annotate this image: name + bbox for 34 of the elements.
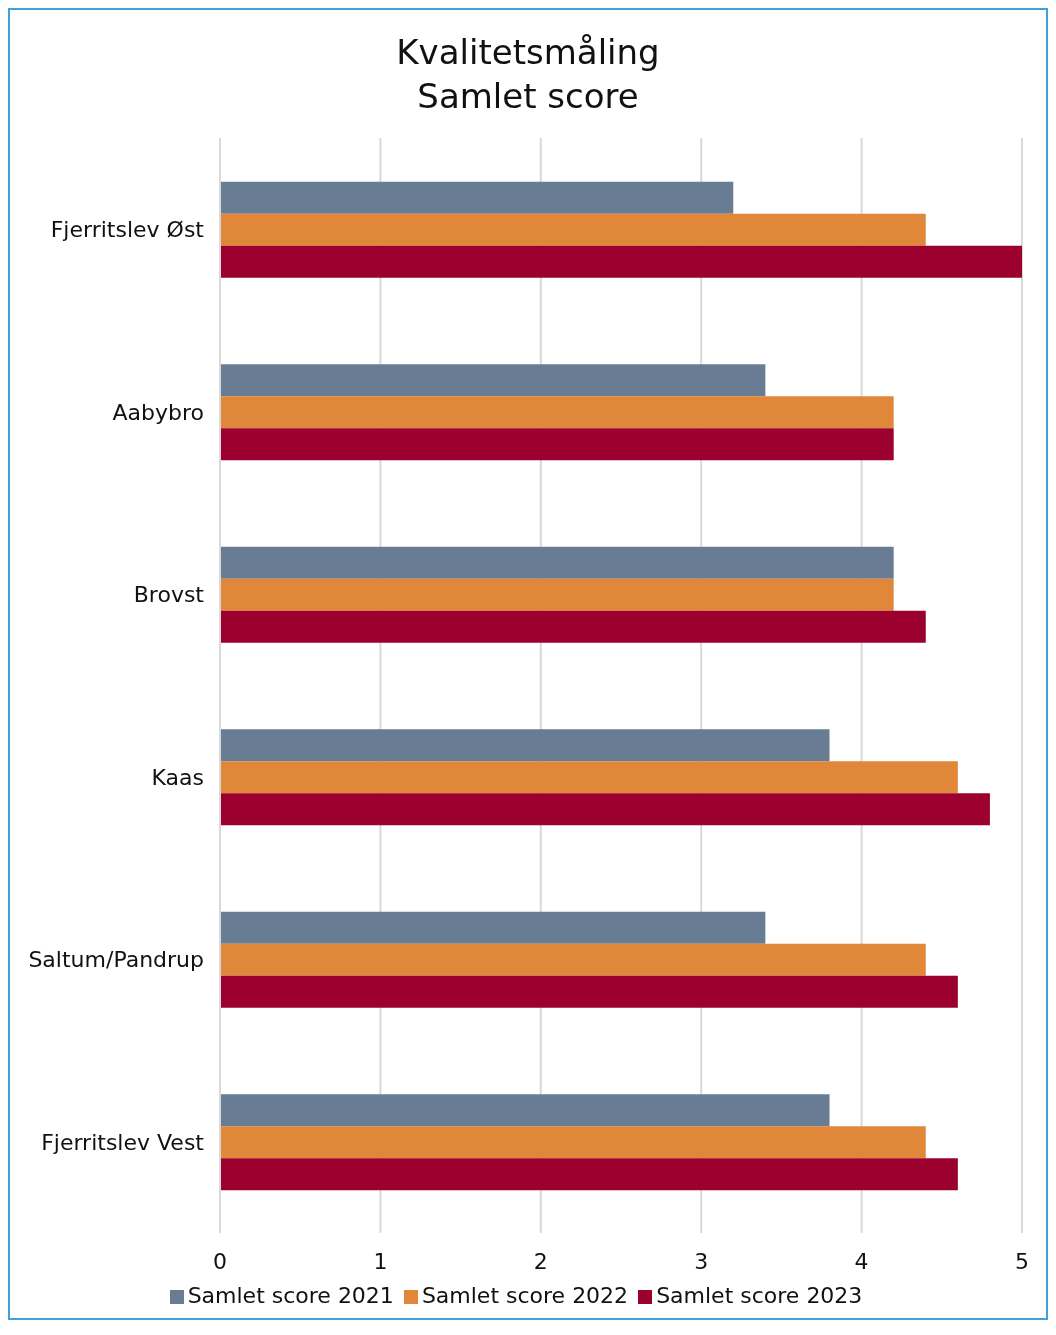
bar <box>220 546 894 579</box>
bar <box>220 245 1022 278</box>
bar <box>220 1094 830 1127</box>
y-tick-label: Fjerritslev Vest <box>41 1129 205 1155</box>
y-tick-label: Brovst <box>133 582 205 608</box>
x-tick-label: 2 <box>533 1248 548 1274</box>
legend-label: Samlet score 2023 <box>656 1283 863 1308</box>
chart-title: Kvalitetsmåling Samlet score <box>395 31 661 118</box>
x-tick-label: 0 <box>213 1248 227 1274</box>
bar <box>220 793 990 826</box>
y-tick-label: Saltum/Pandrup <box>28 947 204 973</box>
bar <box>220 975 958 1008</box>
y-tick-label: Kaas <box>151 764 204 790</box>
bar <box>220 943 926 976</box>
bar <box>220 428 894 461</box>
bar <box>220 1158 958 1191</box>
legend-label: Samlet score 2021 <box>187 1283 394 1308</box>
y-tick-label: Fjerritslev Øst <box>50 217 205 243</box>
bar <box>220 1126 926 1159</box>
bar <box>220 181 734 214</box>
bar <box>220 364 766 397</box>
legend-label: Samlet score 2022 <box>421 1283 629 1308</box>
bar <box>220 911 766 944</box>
bar <box>220 213 926 246</box>
x-tick-label: 4 <box>854 1248 869 1274</box>
y-tick-label: Aabybro <box>112 399 204 425</box>
bar <box>220 729 830 762</box>
bar <box>220 610 926 643</box>
bar <box>220 396 894 429</box>
bar <box>220 761 958 794</box>
x-tick-label: 5 <box>1015 1248 1029 1274</box>
x-tick-label: 3 <box>694 1248 709 1274</box>
bar <box>220 578 894 611</box>
x-tick-label: 1 <box>373 1248 388 1274</box>
